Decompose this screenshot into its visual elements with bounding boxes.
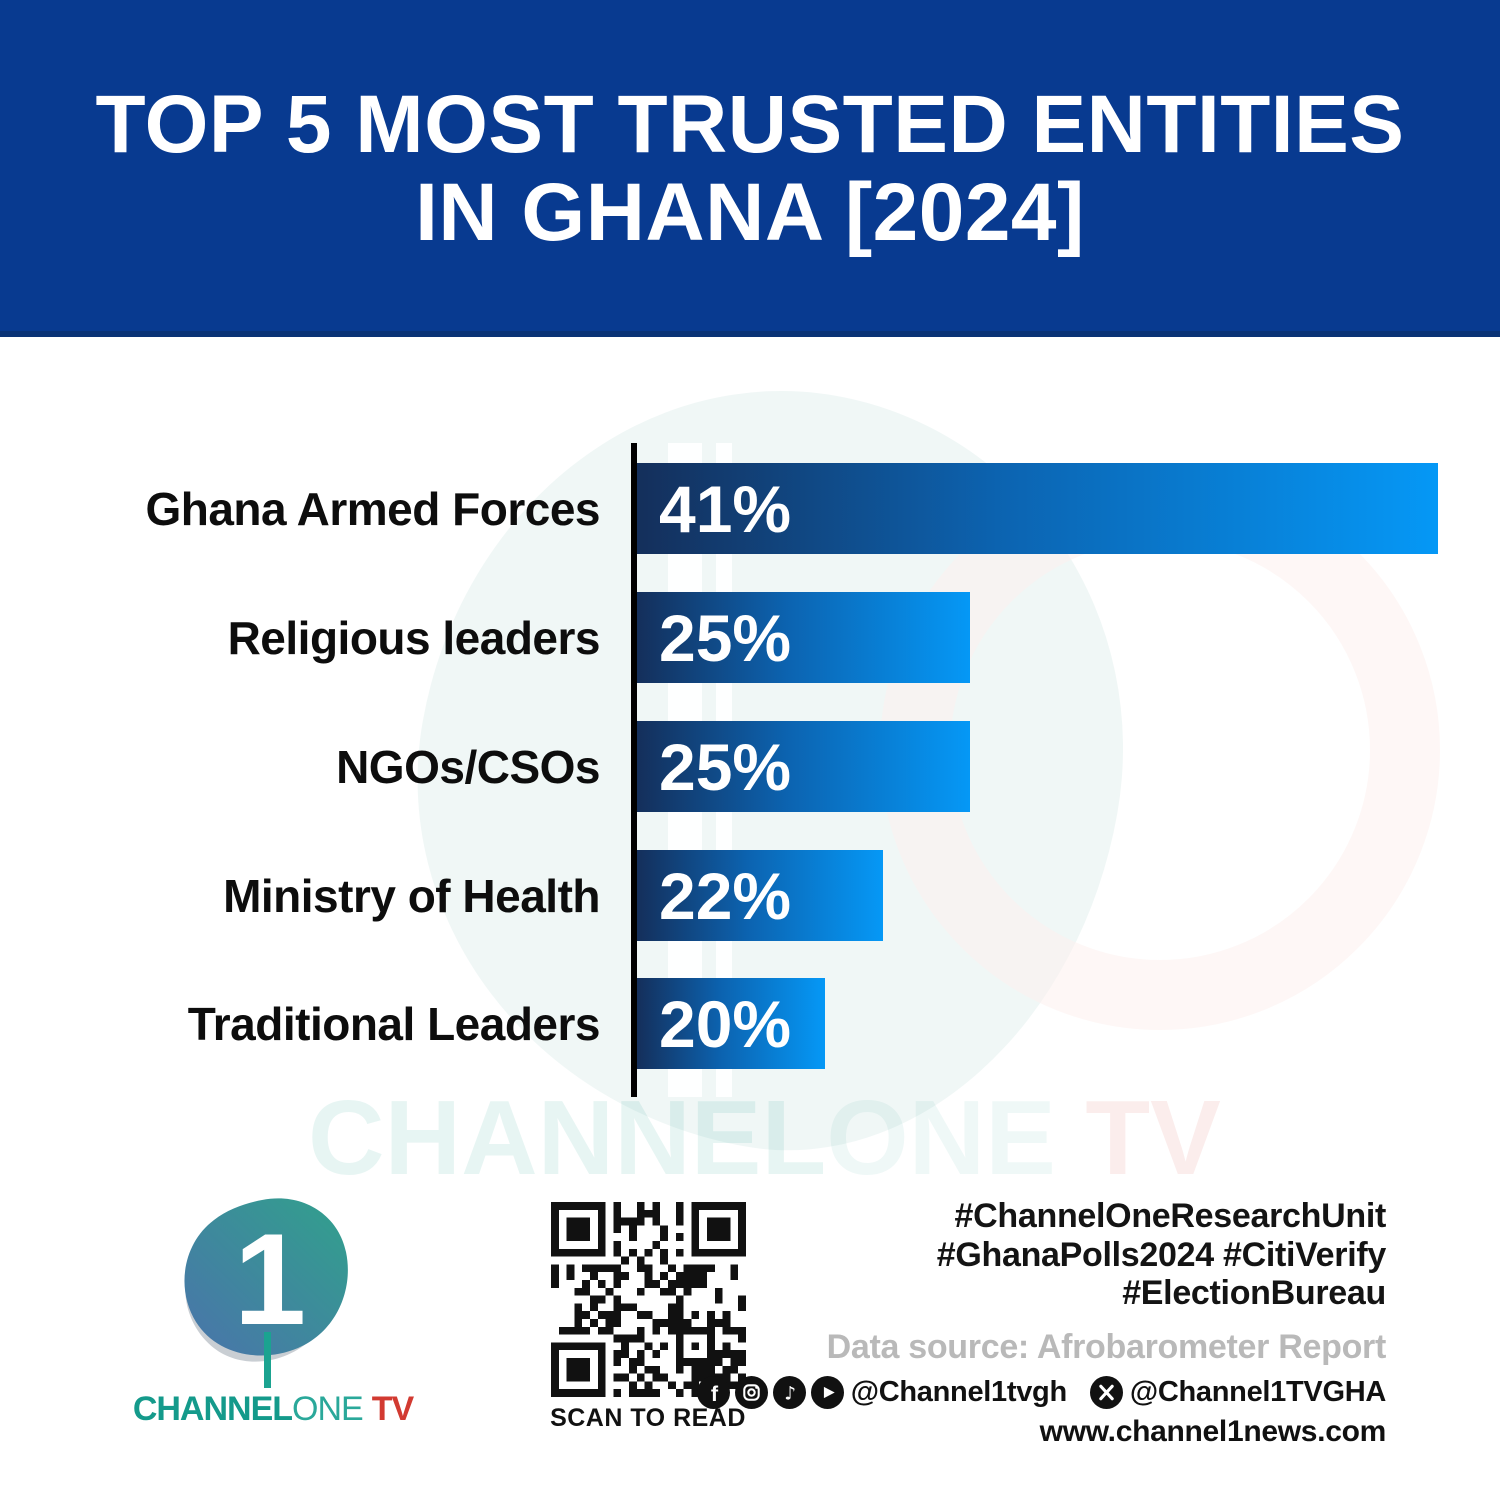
logo-wordmark: CHANNELONE TV xyxy=(128,1390,418,1429)
youtube-icon xyxy=(810,1375,844,1409)
bar: 41% xyxy=(637,463,1438,554)
logo-one-stem xyxy=(264,1332,271,1388)
bar-value: 20% xyxy=(659,986,792,1061)
bar: 22% xyxy=(637,850,883,941)
bar-label: NGOs/CSOs xyxy=(336,740,600,793)
channel-one-logo: 1 xyxy=(184,1198,348,1388)
page-title-line1: TOP 5 MOST TRUSTED ENTITIES xyxy=(95,78,1405,170)
channelone-tv-watermark: CHANNELONE TV xyxy=(308,1078,1221,1199)
bar-label: Religious leaders xyxy=(227,611,601,664)
logo-pebble xyxy=(184,1198,348,1356)
social-icons: f ♪ xyxy=(696,1375,844,1409)
qr-code xyxy=(551,1202,746,1397)
watermark-tv: TV xyxy=(1055,1079,1221,1197)
social-handle-x: @Channel1TVGHA xyxy=(1129,1375,1386,1408)
hashtag-line: #ChannelOneResearchUnit xyxy=(954,1197,1387,1235)
hashtag-line: #ElectionBureau xyxy=(1122,1274,1386,1312)
wordmark-tv: TV xyxy=(371,1390,414,1428)
watermark-channel: CHANNEL xyxy=(308,1079,827,1197)
footer-right-column: #ChannelOneResearchUnit #GhanaPolls2024 … xyxy=(696,1197,1387,1449)
bar-label: Ghana Armed Forces xyxy=(145,482,600,535)
social-row: f ♪ @Channel1tvgh @Channel1TVGHA xyxy=(696,1375,1386,1409)
bar-value: 41% xyxy=(659,471,792,546)
x-icon xyxy=(1089,1375,1123,1409)
logo-numeral: 1 xyxy=(234,1206,306,1352)
website-url: www.channel1news.com xyxy=(1039,1414,1387,1448)
bar-value: 22% xyxy=(659,858,792,933)
data-source-credit: Data source: Afrobarometer Report xyxy=(826,1327,1387,1366)
tiktok-icon: ♪ xyxy=(772,1375,806,1409)
instagram-icon xyxy=(734,1375,768,1409)
bar: 25% xyxy=(637,592,970,683)
bar-label: Traditional Leaders xyxy=(187,997,601,1050)
bar-label: Ministry of Health xyxy=(223,869,600,922)
svg-text:f: f xyxy=(711,1380,719,1405)
hashtag-line: #GhanaPolls2024 #CitiVerify xyxy=(936,1235,1387,1274)
bar-value: 25% xyxy=(659,600,792,675)
wordmark-one: ONE xyxy=(292,1390,364,1428)
header-banner: TOP 5 MOST TRUSTED ENTITIES IN GHANA [20… xyxy=(0,0,1500,337)
watermark-one: ONE xyxy=(826,1079,1056,1197)
bar-value: 25% xyxy=(659,729,792,804)
social-handle-main: @Channel1tvgh xyxy=(850,1375,1067,1408)
svg-text:♪: ♪ xyxy=(784,1383,796,1404)
qr-caption: SCAN TO READ xyxy=(550,1404,746,1432)
bar: 25% xyxy=(637,721,970,812)
bar: 20% xyxy=(637,978,825,1069)
page-title-line2: IN GHANA [2024] xyxy=(415,166,1085,258)
y-axis-line xyxy=(631,443,637,1097)
facebook-icon: f xyxy=(696,1375,730,1409)
wordmark-channel: CHANNEL xyxy=(132,1390,293,1428)
